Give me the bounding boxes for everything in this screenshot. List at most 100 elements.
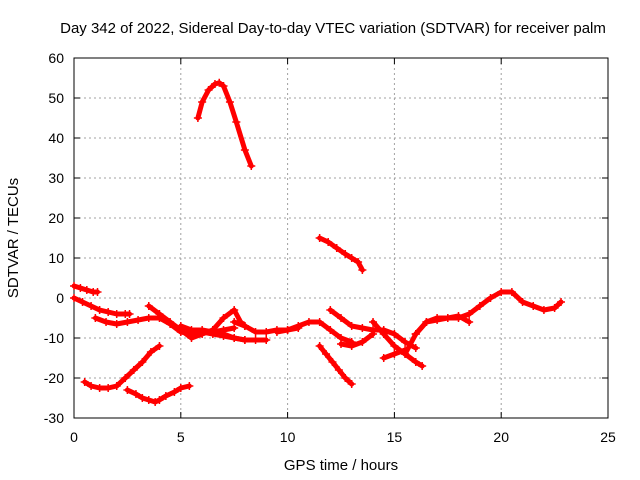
data-point <box>337 314 345 322</box>
data-point <box>230 306 239 314</box>
data-point <box>539 306 548 314</box>
data-point <box>87 302 96 310</box>
data-point <box>78 298 87 306</box>
data-point <box>390 350 399 358</box>
data-point <box>324 238 333 246</box>
data-point <box>129 366 138 374</box>
data-point <box>251 336 260 344</box>
series-arc-start-desc <box>70 294 134 318</box>
data-point <box>347 342 356 350</box>
data-point <box>219 314 228 322</box>
y-tick-label: 50 <box>48 90 64 106</box>
data-point <box>134 316 143 324</box>
data-point <box>507 288 516 296</box>
data-point <box>193 114 202 122</box>
data-point <box>138 394 147 402</box>
data-point <box>112 310 121 318</box>
series-arc-g <box>315 342 356 388</box>
data-point <box>208 326 217 334</box>
series-line <box>317 343 355 387</box>
data-point <box>390 342 399 350</box>
data-point <box>146 348 155 356</box>
data-point <box>104 384 113 392</box>
data-point <box>82 286 91 294</box>
data-series <box>70 78 566 406</box>
data-point <box>144 314 153 322</box>
series-line <box>413 313 472 337</box>
data-point <box>230 318 239 326</box>
series-line <box>338 331 376 349</box>
data-point <box>151 398 160 406</box>
x-axis-label: GPS time / hours <box>284 457 398 474</box>
data-point <box>215 78 224 87</box>
data-point <box>347 380 356 388</box>
series-arc-j <box>369 318 427 370</box>
y-tick-label: -10 <box>44 330 64 346</box>
data-point <box>93 288 102 296</box>
data-point <box>390 330 399 338</box>
y-tick-label: 10 <box>48 250 64 266</box>
data-point <box>422 318 431 326</box>
grid <box>74 58 608 418</box>
data-point <box>354 258 363 266</box>
data-point <box>121 374 130 382</box>
data-point <box>465 318 474 326</box>
series-arc-low-rise <box>80 342 164 392</box>
data-point <box>70 294 78 302</box>
data-point <box>272 328 281 336</box>
series-line <box>71 283 100 295</box>
data-point <box>557 298 566 306</box>
data-point <box>326 326 335 334</box>
data-point <box>104 308 113 316</box>
x-tick-label: 10 <box>280 429 296 445</box>
chart-title: Day 342 of 2022, Sidereal Day-to-day VTE… <box>60 20 606 37</box>
data-point <box>341 250 350 258</box>
data-point <box>358 338 367 346</box>
data-point <box>232 118 241 126</box>
data-point <box>411 358 420 366</box>
y-tick-label: -20 <box>44 370 64 386</box>
y-tick-label: -30 <box>44 410 64 426</box>
data-point <box>204 86 213 94</box>
data-point <box>304 318 313 326</box>
data-point <box>176 322 185 330</box>
plot-area-border <box>73 57 609 419</box>
data-point <box>112 320 121 328</box>
data-point <box>411 330 420 338</box>
series-arc-peak <box>193 78 256 170</box>
data-point <box>219 82 228 90</box>
data-point <box>465 310 474 318</box>
data-point <box>123 386 132 394</box>
data-point <box>144 396 153 404</box>
data-point <box>529 302 538 310</box>
data-point <box>112 382 121 390</box>
data-point <box>225 98 234 106</box>
data-point <box>80 378 89 386</box>
y-tick-label: 20 <box>48 210 64 226</box>
series-arc-c <box>176 322 239 336</box>
data-point <box>294 322 303 330</box>
data-point <box>185 382 194 390</box>
series-line <box>178 323 237 335</box>
data-point <box>91 314 100 322</box>
series-line <box>124 383 192 405</box>
x-tick-label: 5 <box>177 429 185 445</box>
data-point <box>401 338 410 346</box>
y-axis-label: SDTVAR / TECUs <box>5 178 22 298</box>
data-point <box>87 382 96 390</box>
data-point <box>166 318 175 326</box>
data-point <box>161 392 170 400</box>
data-point <box>230 334 239 342</box>
data-point <box>210 80 219 88</box>
data-point <box>170 388 179 396</box>
series-line <box>195 80 254 169</box>
data-point <box>334 366 343 374</box>
data-point <box>187 326 196 334</box>
x-tick-label: 0 <box>70 429 78 445</box>
data-point <box>341 374 350 382</box>
data-point <box>550 304 559 312</box>
data-point <box>155 342 164 350</box>
data-point <box>315 234 324 242</box>
data-point <box>123 318 132 326</box>
data-point <box>262 336 271 344</box>
